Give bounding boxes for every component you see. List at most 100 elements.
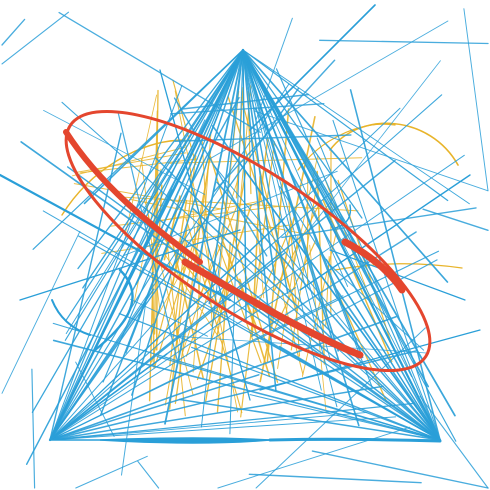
blue-line	[216, 181, 441, 441]
triangle-frame	[48, 48, 442, 444]
blue-line	[49, 374, 260, 441]
blue-line	[178, 398, 441, 441]
blue-line	[130, 298, 208, 337]
blue-line	[49, 84, 183, 441]
blue-line	[82, 49, 244, 289]
blue-line	[281, 207, 477, 239]
blue-line	[49, 287, 296, 441]
blue-line	[242, 49, 449, 202]
blue-line	[0, 173, 232, 302]
blue-line	[32, 49, 244, 250]
blue-line	[242, 49, 449, 283]
blue-curve	[93, 268, 134, 352]
extra-marks	[51, 204, 352, 352]
yellow-line	[251, 175, 261, 337]
blue-line	[308, 60, 441, 231]
blue-line-bundle	[0, 4, 489, 489]
blue-line	[254, 110, 489, 192]
blue-line	[25, 49, 244, 465]
blue-line	[49, 87, 300, 441]
blue-line	[49, 416, 397, 441]
blue-line	[422, 208, 489, 232]
triangle-right-edge	[241, 48, 442, 442]
triangle-left-edge	[48, 48, 245, 442]
blue-line	[213, 164, 441, 441]
blue-line	[279, 185, 441, 441]
blue-line	[248, 473, 422, 484]
blue-line	[154, 156, 441, 441]
blue-line	[242, 49, 247, 321]
red-brush-segment	[63, 129, 203, 265]
yellow-line	[109, 205, 281, 227]
blue-line	[463, 8, 489, 192]
blue-line	[58, 11, 261, 133]
blue-line	[181, 93, 310, 110]
blue-line	[1, 230, 81, 394]
blue-line	[332, 119, 441, 441]
blue-line	[49, 315, 397, 441]
blue-line	[321, 259, 438, 323]
red-brush-segment	[341, 238, 406, 294]
yellow-arc	[334, 263, 463, 271]
blue-line	[259, 329, 481, 391]
blue-line	[299, 174, 471, 291]
blue-line	[229, 49, 244, 435]
blue-line	[31, 368, 36, 489]
yellow-line	[182, 180, 238, 353]
yellow-line	[169, 242, 188, 410]
blue-line	[77, 235, 441, 441]
blue-line	[316, 137, 441, 441]
yellow-line	[123, 196, 359, 212]
blue-line	[65, 49, 244, 335]
blue-line	[49, 411, 368, 441]
blue-line	[209, 20, 449, 160]
blue-line	[137, 460, 160, 489]
blue-line	[49, 402, 415, 441]
blue-line	[216, 290, 441, 441]
blue-line	[192, 208, 441, 441]
blue-line	[118, 312, 441, 441]
blue-line	[49, 158, 180, 441]
blue-line	[319, 39, 489, 45]
blue-line	[49, 323, 154, 441]
blue-line	[49, 252, 286, 441]
red-ellipse	[64, 109, 432, 373]
yellow-line	[277, 235, 299, 369]
blue-line	[191, 346, 441, 441]
yellow-arc	[329, 122, 459, 166]
blue-line	[131, 49, 244, 396]
red-brush-segment	[181, 258, 364, 359]
red-ellipse-ring	[63, 109, 432, 373]
blue-line	[213, 59, 336, 193]
blue-line	[121, 298, 147, 476]
blue-line	[49, 288, 155, 441]
blue-curve	[51, 299, 91, 336]
blue-line	[169, 335, 428, 354]
blue-line	[217, 426, 411, 489]
blue-line	[173, 97, 268, 257]
blue-line	[123, 170, 338, 256]
base-brush-stroke	[268, 437, 442, 443]
blue-line	[170, 103, 325, 115]
blue-line	[1, 18, 26, 46]
blue-line	[156, 355, 441, 441]
blue-line	[49, 271, 154, 441]
blue-line	[135, 49, 244, 285]
blue-line	[249, 4, 376, 131]
blue-line	[49, 107, 401, 441]
blue-line	[49, 353, 168, 441]
yellow-line	[129, 198, 310, 236]
blue-curve	[334, 204, 352, 229]
blue-line	[254, 107, 441, 441]
yellow-line	[166, 238, 186, 417]
blue-line	[311, 450, 489, 489]
blue-line	[349, 89, 441, 441]
blue-line	[19, 229, 241, 301]
yellow-arc	[61, 139, 186, 216]
yellow-line	[217, 244, 262, 364]
blue-line	[75, 455, 148, 489]
blue-line	[61, 101, 441, 441]
blue-line	[255, 17, 293, 120]
blue-line	[242, 49, 363, 219]
